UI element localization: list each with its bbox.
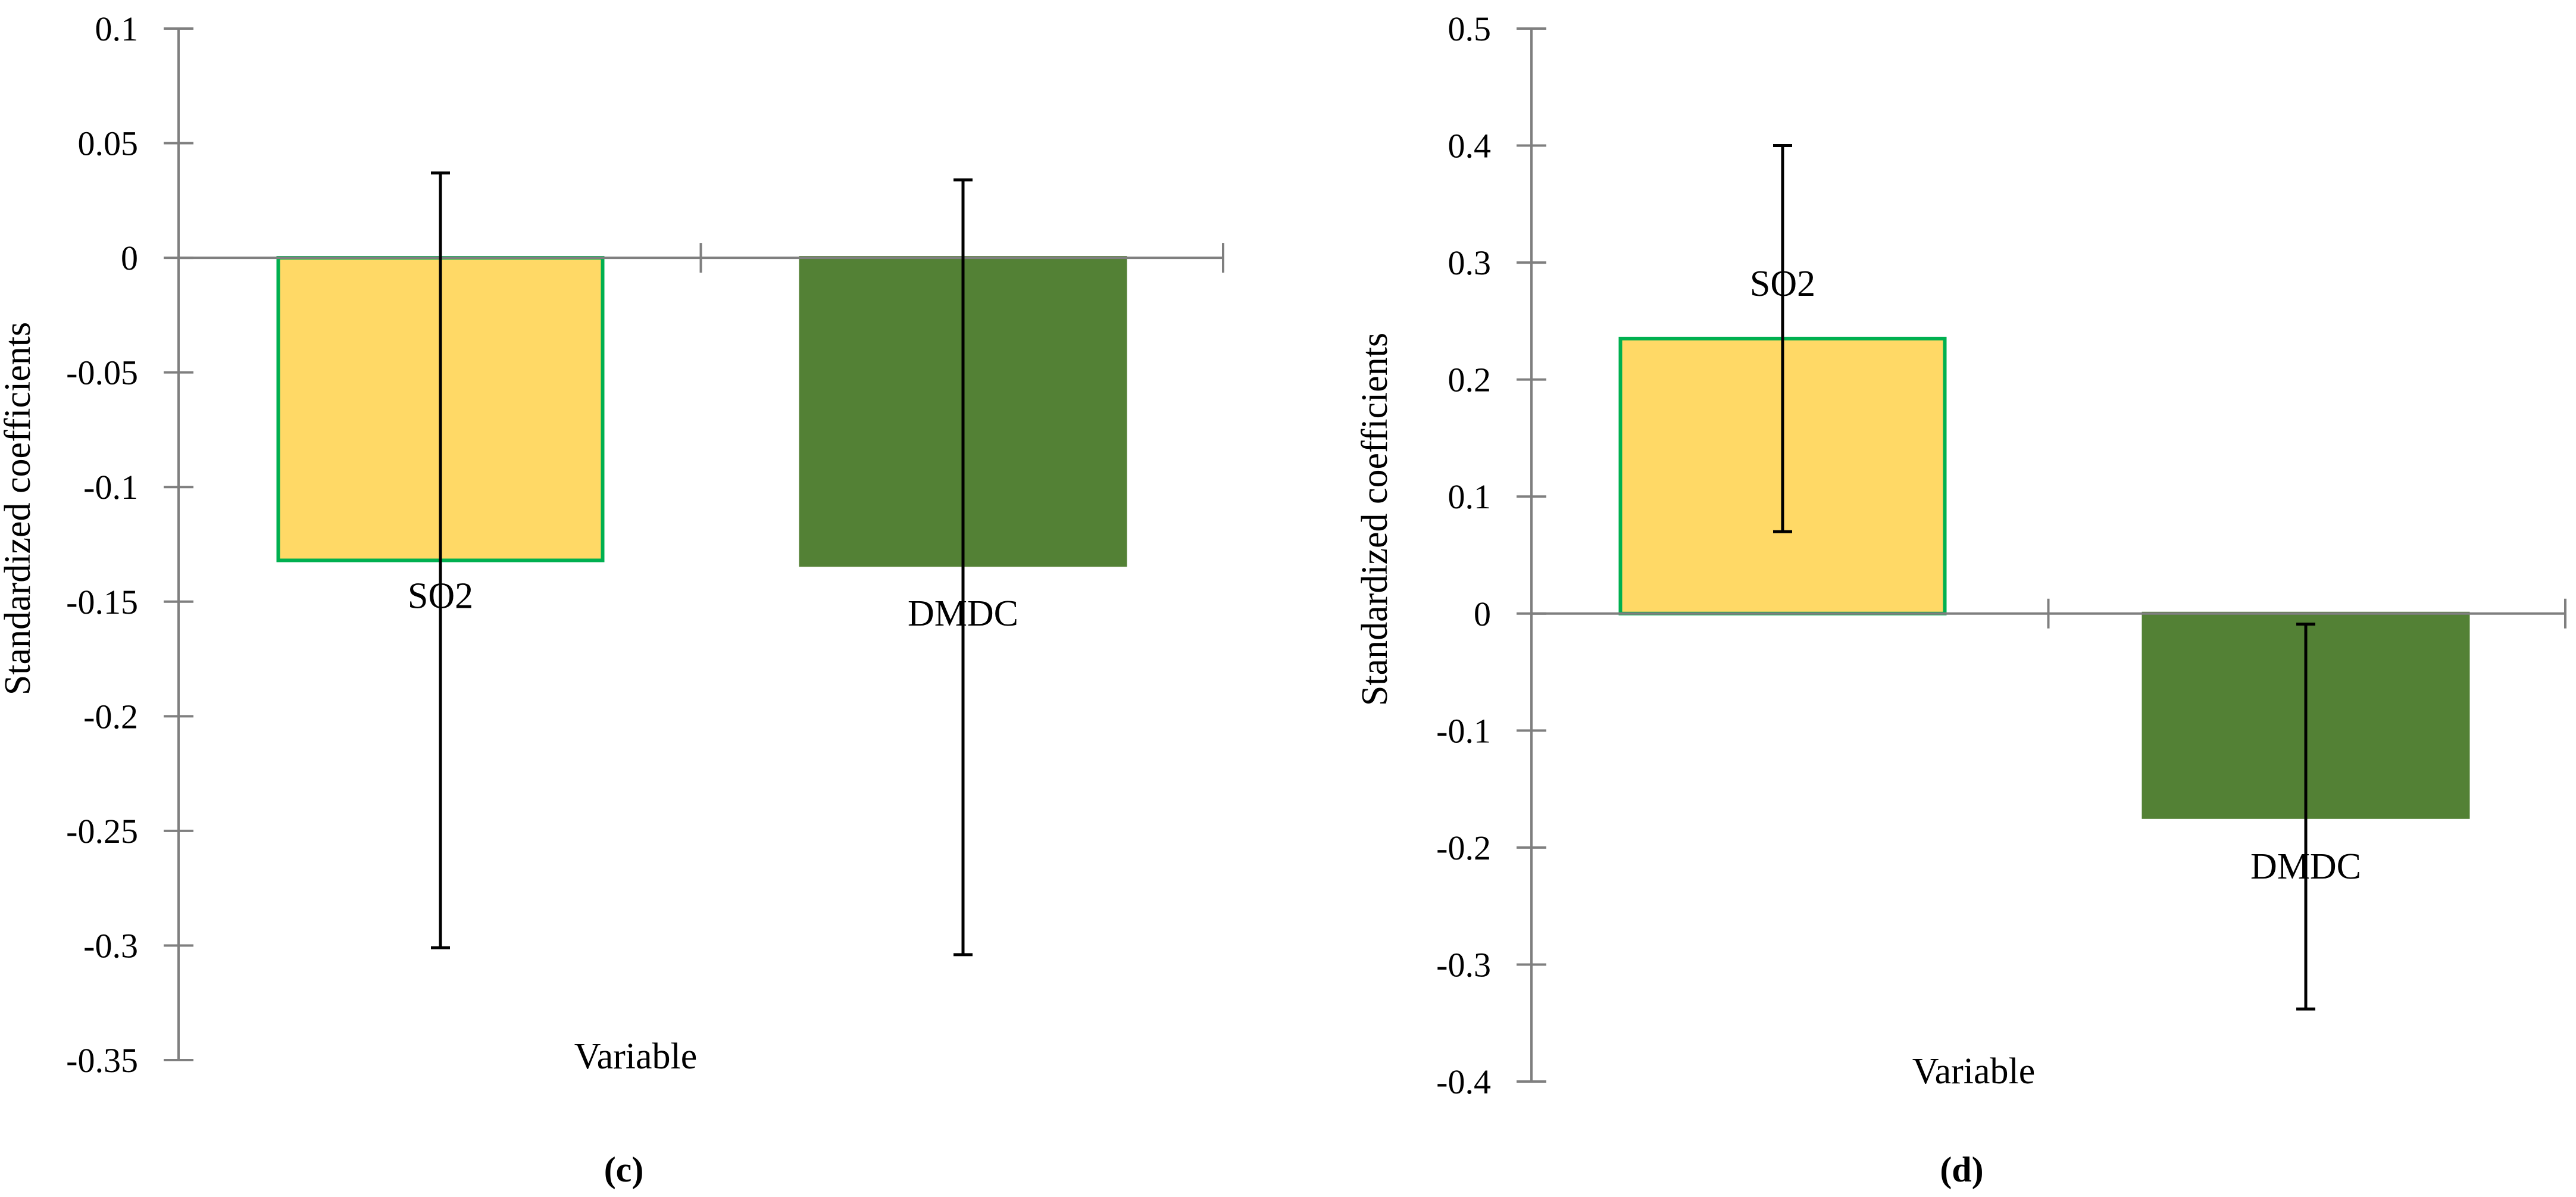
y-tick-label: 0 xyxy=(1474,595,1491,633)
y-tick-label: 0 xyxy=(121,239,138,277)
chart-panel-c: 0.1 0.05 0 -0.05 -0.1 -0.15 -0.2 -0.25 -0.3 -0.35… xyxy=(0,10,1224,1189)
y-tick-label: 0.5 xyxy=(1448,10,1492,48)
y-tick-label: -0.25 xyxy=(66,812,138,851)
y-tick-label: 0.3 xyxy=(1448,243,1492,282)
y-tick-label: 0.4 xyxy=(1448,127,1492,165)
y-tick-label: -0.4 xyxy=(1436,1062,1491,1101)
y-tick-label: -0.1 xyxy=(83,468,138,507)
x-axis-title: Variable xyxy=(1912,1051,2036,1092)
data-label-dmdc: DMDC xyxy=(2250,846,2361,887)
y-tick-label: 0.1 xyxy=(1448,477,1492,516)
panel-label: (d) xyxy=(1940,1150,1983,1189)
y-tick-label: -0.3 xyxy=(83,926,138,965)
y-tick-label: -0.3 xyxy=(1436,945,1491,984)
y-tick-label: -0.05 xyxy=(66,354,138,392)
y-tick-label: 0.05 xyxy=(78,124,139,163)
y-axis-title: Standardized coefficients xyxy=(0,322,38,695)
data-label-so2: SO2 xyxy=(1750,264,1815,304)
y-tick-label: -0.15 xyxy=(66,583,138,621)
y-tick-label: -0.1 xyxy=(1436,711,1491,750)
y-axis-title: Standardized coefficients xyxy=(1355,333,1395,706)
y-tick-label: 0.2 xyxy=(1448,361,1492,399)
y-tick-label: -0.2 xyxy=(1436,829,1491,867)
panel-label: (c) xyxy=(604,1150,644,1189)
y-tick-label: 0.1 xyxy=(95,10,139,48)
y-tick-label: -0.2 xyxy=(83,697,138,736)
data-label-dmdc: DMDC xyxy=(908,593,1018,634)
y-tick-label: -0.35 xyxy=(66,1041,138,1080)
data-label-so2: SO2 xyxy=(408,576,473,616)
chart-panel-d: 0.5 0.4 0.3 0.2 0.1 0 -0.1 -0.2 -0.3 -0.4 SO2 DMDC S… xyxy=(1355,10,2566,1189)
x-axis-title: Variable xyxy=(574,1036,698,1077)
